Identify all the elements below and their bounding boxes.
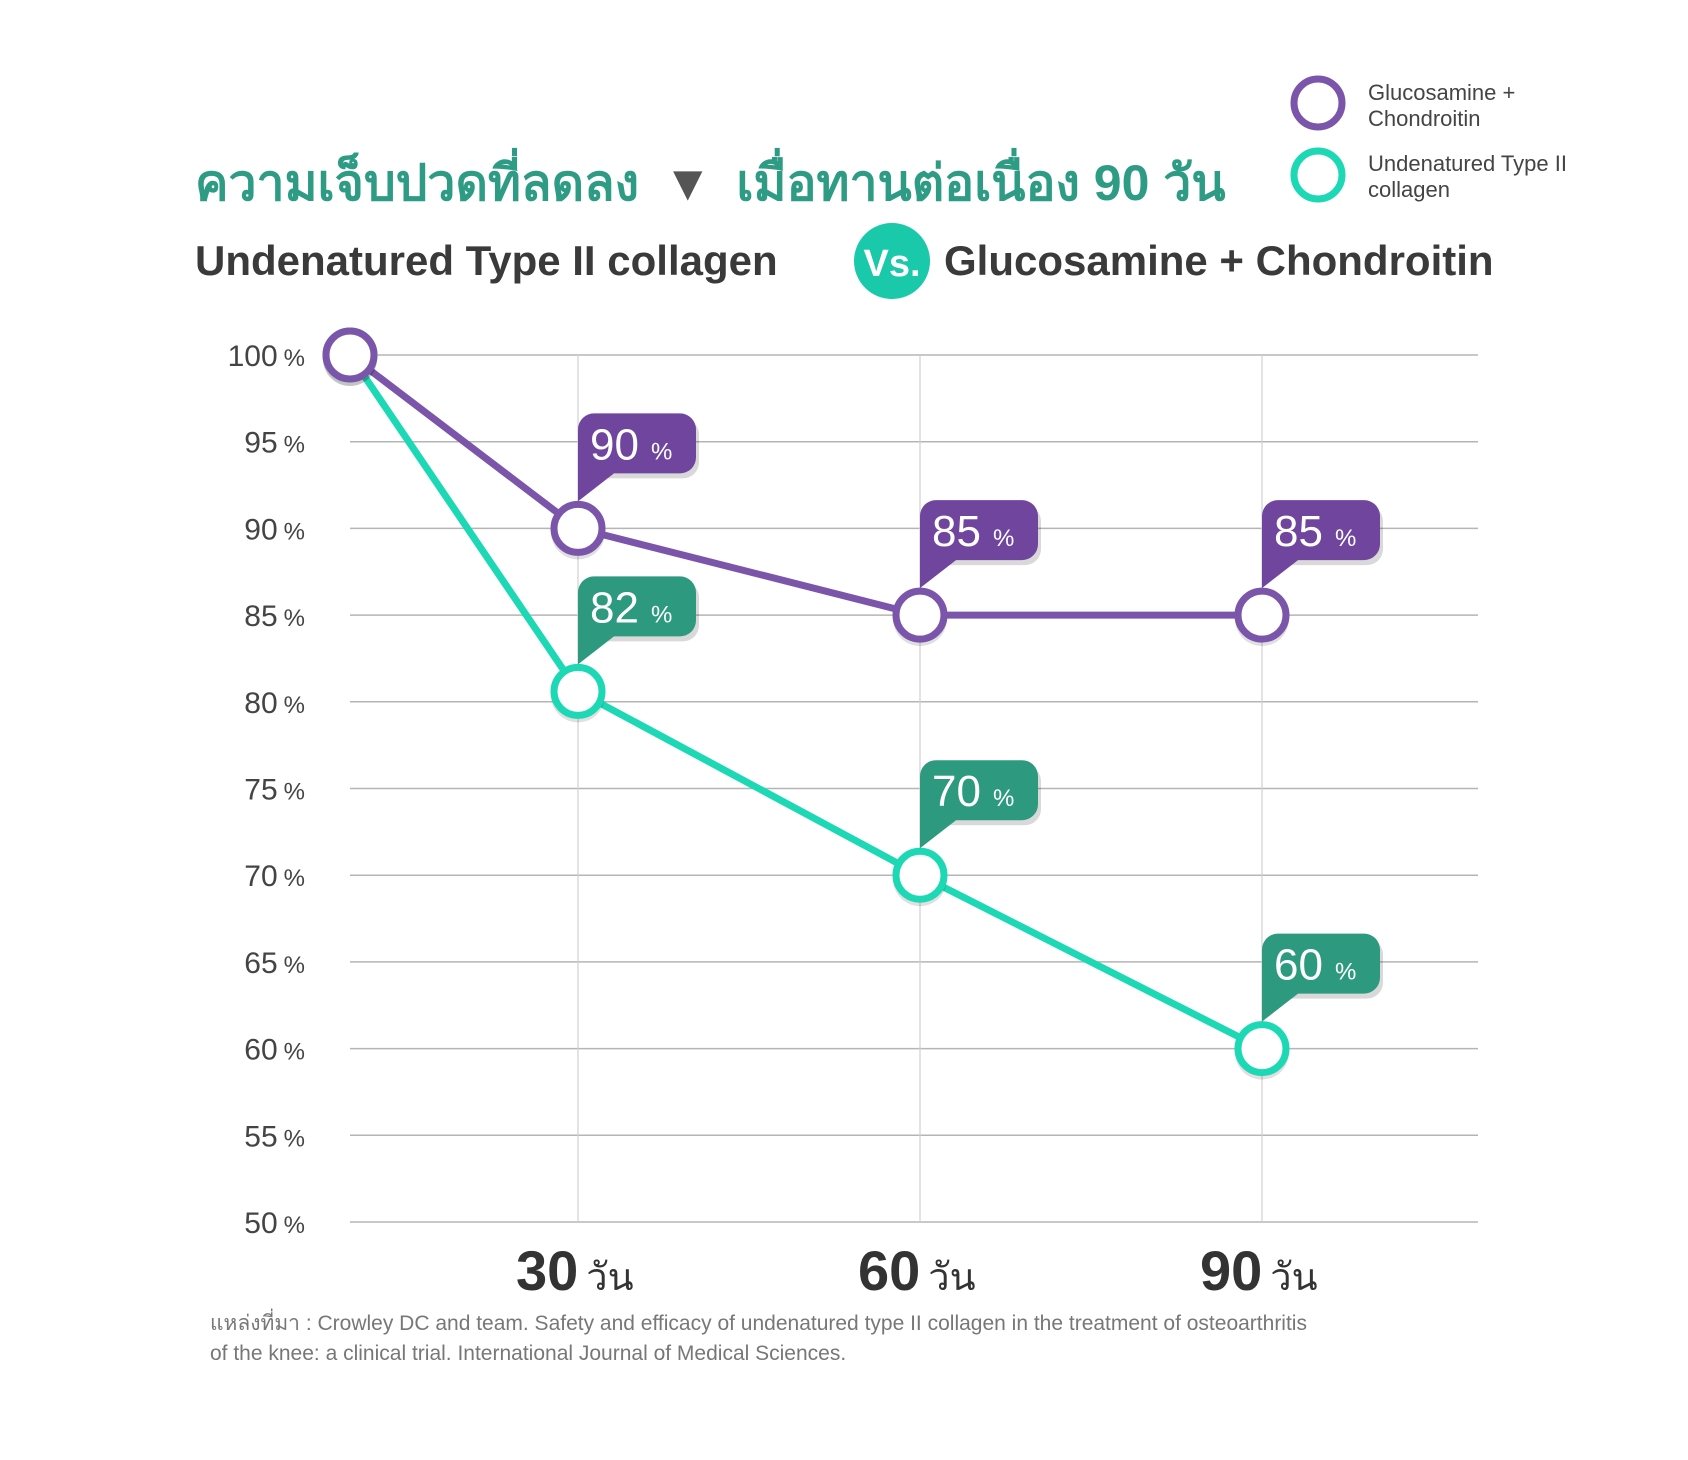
- title-suffix: เมื่อทานต่อเนื่อง 90 วัน: [736, 148, 1225, 211]
- svg-text:85%: 85%: [1274, 507, 1356, 556]
- svg-text:70%: 70%: [932, 767, 1014, 816]
- y-tick-label: 85%: [244, 600, 305, 633]
- legend-marker-collagen: [1290, 147, 1346, 203]
- legend-label-glucosamine-line1: Glucosamine +: [1368, 80, 1515, 105]
- subtitle-left: Undenatured Type II collagen: [195, 237, 778, 284]
- y-tick-label: 60%: [244, 1034, 305, 1067]
- svg-text:82%: 82%: [590, 583, 672, 632]
- data-label-glucosamine: 90%: [578, 413, 699, 502]
- y-tick-label: 55%: [244, 1120, 305, 1153]
- source-line-2: of the knee: a clinical trial. Internati…: [210, 1342, 846, 1365]
- y-tick-label: 65%: [244, 947, 305, 980]
- subtitle-right: Glucosamine + Chondroitin: [944, 237, 1494, 284]
- y-tick-label: 100%: [228, 340, 305, 373]
- data-point-glucosamine: [1234, 587, 1290, 643]
- y-tick-label: 80%: [244, 687, 305, 720]
- source-line-1: แหล่งที่มา : Crowley DC and team. Safety…: [210, 1308, 1307, 1335]
- y-tick-label: 95%: [244, 427, 305, 460]
- chart-title: ความเจ็บปวดที่ลดลง ▼ เมื่อทานต่อเนื่อง 9…: [195, 148, 1226, 211]
- title-main: ความเจ็บปวดที่ลดลง: [195, 148, 639, 211]
- legend-label-collagen-line1: Undenatured Type II: [1368, 151, 1567, 176]
- vs-badge: [854, 223, 930, 299]
- svg-text:60%: 60%: [1274, 941, 1356, 990]
- data-label-glucosamine: 85%: [920, 500, 1041, 589]
- data-label-collagen: 70%: [920, 760, 1041, 849]
- x-axis: 30 วัน 60 วัน 90 วัน: [516, 1239, 1318, 1302]
- data-point-glucosamine: [322, 327, 378, 383]
- data-point-collagen: [550, 663, 606, 719]
- data-label-collagen: 60%: [1262, 933, 1383, 1022]
- data-point-glucosamine: [892, 587, 948, 643]
- y-tick-label: 50%: [244, 1207, 305, 1240]
- legend: Glucosamine + Chondroitin Undenatured Ty…: [1290, 75, 1567, 203]
- data-point-collagen: [1234, 1021, 1290, 1077]
- x-tick-label: 60 วัน: [858, 1239, 976, 1302]
- x-tick-label: 90 วัน: [1200, 1239, 1318, 1302]
- data-label-collagen: 82%: [578, 576, 699, 665]
- series-line-collagen: [347, 353, 1264, 1052]
- series-line-glucosamine: [347, 352, 1262, 619]
- y-axis: 100 % 95 % 90 % 85 % 80 % 75 % 70 % 65 % 60 % 55 % 50%: [228, 340, 305, 1240]
- y-tick-label: 70%: [244, 860, 305, 893]
- title-down-arrow-icon: ▼: [663, 155, 713, 211]
- data-point-glucosamine: [550, 500, 606, 556]
- y-tick-label: 90%: [244, 513, 305, 546]
- x-tick-label: 30 วัน: [516, 1239, 634, 1302]
- y-tick-label: 75%: [244, 774, 305, 807]
- data-label-glucosamine: 85%: [1262, 500, 1383, 589]
- svg-text:85%: 85%: [932, 507, 1014, 556]
- data-labels: 90 % 85% 85 % 82 % 70 % 60%: [578, 413, 1383, 1022]
- legend-label-collagen-line2: collagen: [1368, 177, 1450, 202]
- vs-label: Vs.: [863, 243, 920, 285]
- legend-marker-glucosamine: [1290, 75, 1346, 131]
- series: [322, 327, 1290, 1080]
- legend-label-glucosamine-line2: Chondroitin: [1368, 106, 1481, 131]
- data-point-collagen: [892, 847, 948, 903]
- svg-text:90%: 90%: [590, 420, 672, 469]
